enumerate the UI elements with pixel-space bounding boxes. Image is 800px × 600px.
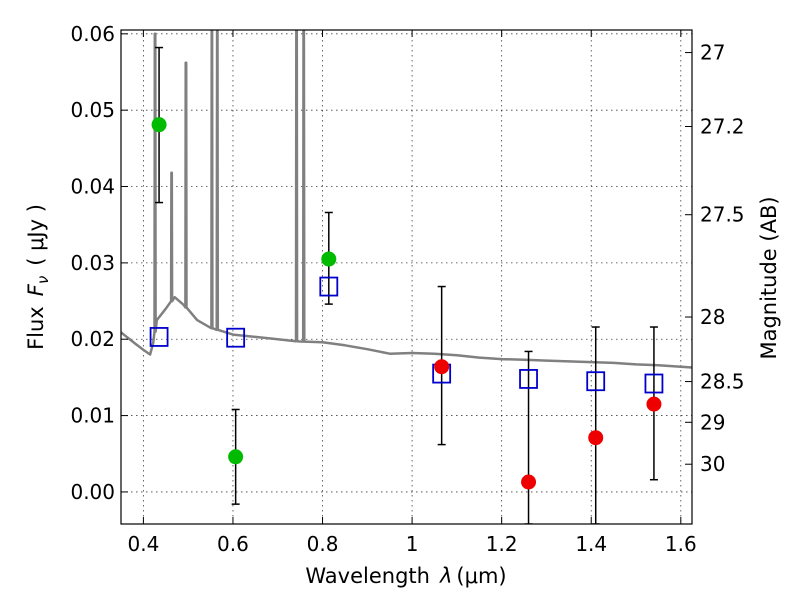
model-flux-square: [319, 276, 339, 297]
x-tick-label: 1: [406, 532, 419, 556]
y-tick-label: 0.03: [70, 251, 115, 275]
model-flux-square: [586, 371, 606, 392]
y2-axis-title: Magnitude (AB): [757, 196, 781, 359]
nondetection-point: [646, 396, 662, 412]
mag-tick-label: 27.2: [700, 114, 745, 138]
sed-model-line: [121, 30, 692, 369]
model-flux-square: [519, 369, 538, 389]
x-tick-label: 0.6: [217, 532, 249, 556]
grid-lines: [121, 30, 692, 524]
detection-point: [151, 117, 167, 133]
mag-tick-label: 30: [700, 452, 725, 476]
nondetection-point: [588, 430, 604, 446]
y-tick-label: 0.00: [70, 480, 115, 504]
y-tick-label: 0.04: [70, 175, 115, 199]
detection-point: [228, 449, 244, 465]
mag-tick-label: 28.5: [700, 370, 745, 394]
x-tick-label: 0.4: [127, 532, 159, 556]
x-tick-label: 1.2: [486, 532, 518, 556]
x-tick-label: 0.8: [307, 532, 339, 556]
x-tick-label: 1.4: [575, 532, 607, 556]
detection-point: [321, 251, 337, 267]
y-tick-label: 0.01: [70, 404, 115, 428]
mag-tick-label: 27: [700, 41, 725, 65]
plot-area: [121, 30, 692, 524]
nondetection-point: [434, 359, 450, 375]
plot-frame: [120, 29, 693, 525]
x-axis-title: Wavelength λ (μm): [305, 564, 506, 588]
y-tick-label: 0.02: [70, 327, 115, 351]
model-flux-square: [149, 327, 169, 347]
model-flux-square: [226, 327, 246, 348]
mag-tick-label: 29: [700, 410, 725, 434]
nondetection-point: [521, 474, 537, 490]
mag-tick-label: 28: [700, 305, 725, 329]
mag-tick-label: 27.5: [700, 203, 745, 227]
x-tick-label: 1.6: [665, 532, 697, 556]
axes: 0.4 0.6 0.8 1 1.2 1.4 1.6 0.00 0.01 0.02 0.03 0.04 0…: [70, 22, 744, 556]
y-tick-label: 0.06: [70, 22, 115, 46]
y-axis-title: FluxFν( μJy ): [24, 204, 52, 350]
model-flux-square: [644, 373, 664, 394]
y-tick-label: 0.05: [70, 98, 115, 122]
